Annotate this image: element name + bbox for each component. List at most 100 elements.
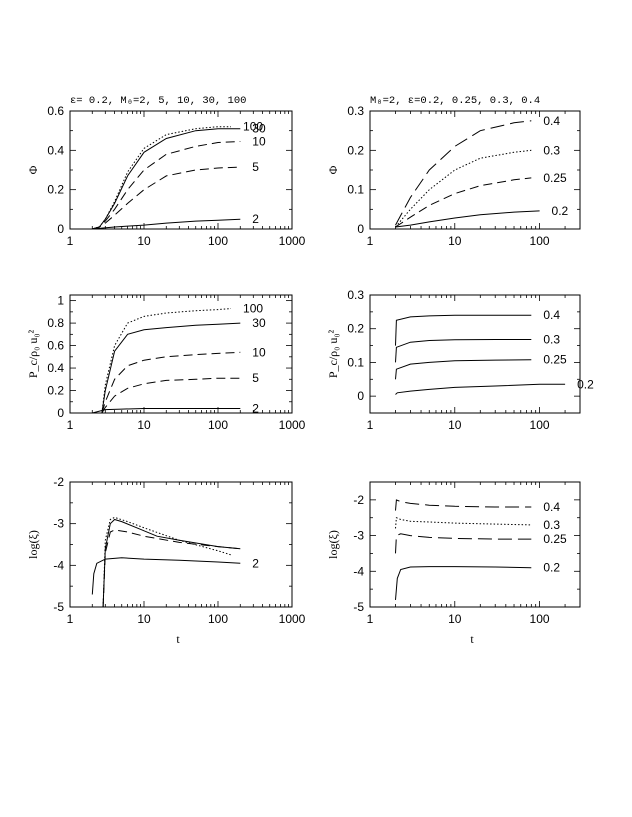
- series-label: 30: [252, 122, 266, 136]
- series-label: 2: [252, 402, 259, 416]
- y-tick-label: -3: [53, 517, 64, 531]
- x-tick-label: 1000: [279, 418, 306, 432]
- series-line: [92, 141, 241, 230]
- series-line: [92, 128, 241, 230]
- series-line: [102, 516, 232, 608]
- series-line: [395, 566, 532, 600]
- y-axis-label: P_c/ρ₀ u₀²: [26, 329, 40, 378]
- y-tick-label: 0.3: [347, 104, 364, 118]
- series-line: [395, 499, 532, 511]
- y-tick-label: 0.6: [47, 339, 64, 353]
- panel-pressure-epsilon: 1 10 100 0 0.1 0.2 0.3 P_c/ρ₀ u₀² 0.2 0.25 0.3 0.4: [326, 288, 594, 432]
- y-tick-label: -2: [353, 493, 364, 507]
- x-tick-label: 1: [67, 418, 74, 432]
- series-line: [395, 177, 532, 228]
- y-tick-label: 0.2: [347, 143, 364, 157]
- series-line: [395, 210, 540, 228]
- panel-phi-mach: ε= 0.2, M₀=2, 5, 10, 30, 100 1 10 100 10000…: [26, 95, 306, 248]
- y-tick-label: 0: [57, 406, 64, 420]
- y-tick-label: -3: [353, 529, 364, 543]
- y-tick-label: -5: [53, 600, 64, 614]
- y-axis-label: log(ξ): [26, 530, 40, 559]
- x-tick-label: 1: [67, 612, 74, 626]
- x-tick-label: 10: [137, 234, 151, 248]
- y-tick-label: 0.8: [47, 316, 64, 330]
- x-tick-label: 1: [67, 234, 74, 248]
- series-line: [395, 359, 532, 380]
- series-line: [102, 529, 241, 608]
- y-tick-label: 0: [357, 389, 364, 403]
- series-line: [395, 120, 532, 226]
- panel-logxi-mach: 1 10 100 1000 -5 -4 -3 -2 t log(ξ) 2: [26, 475, 306, 646]
- y-tick-label: 0.1: [347, 355, 364, 369]
- y-tick-label: 0.4: [47, 143, 64, 157]
- x-tick-label: 10: [137, 418, 151, 432]
- series-line: [92, 218, 241, 230]
- panel-title: ε= 0.2, M₀=2, 5, 10, 30, 100: [70, 95, 246, 107]
- panel-title: M₀=2, ε=0.2, 0.25, 0.3, 0.4: [370, 95, 540, 107]
- series-line: [395, 383, 566, 395]
- y-tick-label: 0: [357, 222, 364, 236]
- x-tick-label: 1: [367, 234, 374, 248]
- y-tick-label: -4: [353, 564, 364, 578]
- series-line: [91, 557, 241, 595]
- x-tick-label: 1: [367, 612, 374, 626]
- y-tick-label: 1: [57, 294, 64, 308]
- plot-frame: [369, 481, 581, 608]
- panel-logxi-epsilon: 1 10 100 -5 -4 -3 -2 t log(ξ) 0.2 0.250.3 0.4: [326, 481, 581, 646]
- series-line: [395, 149, 532, 228]
- series-label: 0.25: [543, 171, 567, 185]
- series-label: 0.3: [543, 143, 560, 157]
- x-tick-label: 10: [448, 418, 462, 432]
- y-tick-label: -5: [353, 600, 364, 614]
- x-tick-label: 100: [530, 234, 550, 248]
- series-label: 0.3: [543, 333, 560, 347]
- series-label: 2: [252, 556, 259, 570]
- y-axis-label: Φ: [326, 165, 340, 174]
- series-line: [101, 308, 232, 414]
- y-tick-label: 0.1: [347, 183, 364, 197]
- series-line: [102, 518, 241, 608]
- series-label: 10: [252, 134, 266, 148]
- series-label: 5: [252, 371, 259, 385]
- series-label: 5: [252, 160, 259, 174]
- x-tick-label: 1000: [279, 612, 306, 626]
- series-line: [395, 533, 532, 554]
- x-tick-label: 1000: [279, 234, 306, 248]
- series-label: 0.3: [543, 518, 560, 532]
- y-axis-label: P_c/ρ₀ u₀²: [326, 329, 340, 378]
- series-label: 0.4: [543, 114, 560, 128]
- y-tick-label: -2: [53, 475, 64, 489]
- panel-pressure-mach: 1 10 100 1000 0 0.2 0.4 0.6 0.8 1 P_c/ρ₀ u₀² 2 5 10 30…: [26, 294, 306, 432]
- series-line: [395, 339, 532, 363]
- series-label: 0.4: [543, 308, 560, 322]
- series-label: 10: [252, 345, 266, 359]
- y-tick-label: 0.3: [347, 288, 364, 302]
- series-line: [101, 377, 241, 414]
- x-tick-label: 100: [208, 234, 228, 248]
- series-line: [101, 351, 241, 414]
- panel-phi-epsilon: M₀=2, ε=0.2, 0.25, 0.3, 0.4 1 10 100 0 0.1 0.…: [326, 95, 581, 248]
- series-line: [92, 126, 231, 230]
- x-tick-label: 10: [448, 234, 462, 248]
- x-tick-label: 10: [448, 612, 462, 626]
- series-line: [101, 322, 241, 414]
- y-tick-label: 0: [57, 222, 64, 236]
- series-line: [395, 516, 532, 529]
- series-label: 0.2: [577, 377, 594, 391]
- y-tick-label: 0.2: [347, 322, 364, 336]
- x-tick-label: 1: [367, 418, 374, 432]
- x-axis-label: t: [470, 632, 474, 646]
- series-line: [395, 314, 532, 346]
- series-label: 100: [243, 301, 263, 315]
- plot-frame: [69, 294, 293, 414]
- y-tick-label: 0.4: [47, 361, 64, 375]
- series-label: 2: [252, 212, 259, 226]
- series-label: 0.2: [543, 561, 560, 575]
- series-label: 100: [243, 120, 263, 134]
- series-label: 30: [252, 316, 266, 330]
- series-line: [92, 166, 241, 230]
- y-tick-label: 0.6: [47, 104, 64, 118]
- x-tick-label: 100: [208, 418, 228, 432]
